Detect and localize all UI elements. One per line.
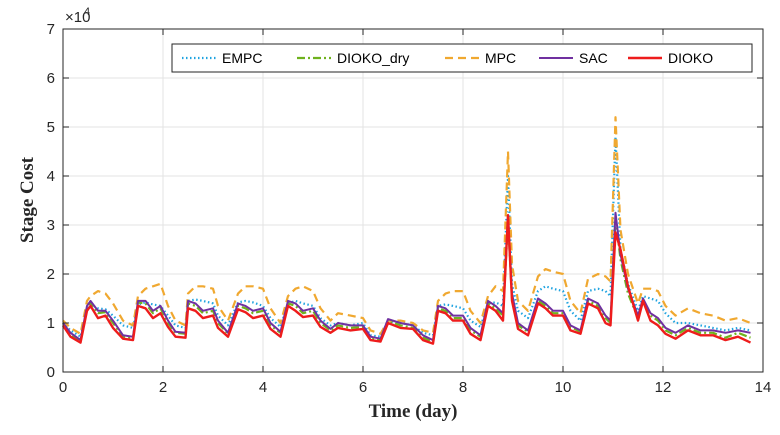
legend-label: DIOKO_dry: [337, 50, 409, 66]
series-line-dioko: [62, 214, 752, 345]
tick-marks: [62, 28, 764, 373]
legend-label: EMPC: [222, 50, 262, 66]
series-lines: [62, 116, 752, 345]
x-tick-label: 4: [259, 379, 267, 396]
y-tick-label: 2: [47, 266, 55, 283]
y-axis-title: Stage Cost: [17, 156, 38, 243]
y-tick-label: 1: [47, 315, 55, 332]
x-tick-label: 14: [755, 379, 772, 396]
x-tick-label: 10: [555, 379, 572, 396]
y-tick-label: 5: [47, 119, 55, 136]
series-line-sac: [62, 211, 751, 342]
y-tick-label: 7: [47, 21, 55, 38]
y-tick-label: 3: [47, 217, 55, 234]
x-tick-label: 2: [159, 379, 167, 396]
legend-label: SAC: [579, 50, 608, 66]
y-tick-label: 6: [47, 70, 55, 87]
series-line-dioko-dry: [62, 216, 751, 343]
legend-label: DIOKO: [668, 50, 713, 66]
y-exponent-base: ×10: [65, 9, 90, 26]
legend-label: MPC: [485, 50, 516, 66]
y-tick-label: 4: [47, 168, 55, 185]
series-line-mpc: [62, 116, 751, 335]
legend: EMPC DIOKO_dry MPC SAC DIOKO: [171, 43, 753, 73]
y-tick-label: 0: [47, 364, 55, 381]
x-axis-title: Time (day): [369, 401, 458, 422]
x-tick-label: 0: [59, 379, 67, 396]
x-tick-label: 6: [359, 379, 367, 396]
x-tick-label: 8: [459, 379, 467, 396]
x-tick-label: 12: [655, 379, 672, 396]
plot-frame: [62, 28, 764, 373]
y-exponent-power: 4: [84, 6, 90, 18]
